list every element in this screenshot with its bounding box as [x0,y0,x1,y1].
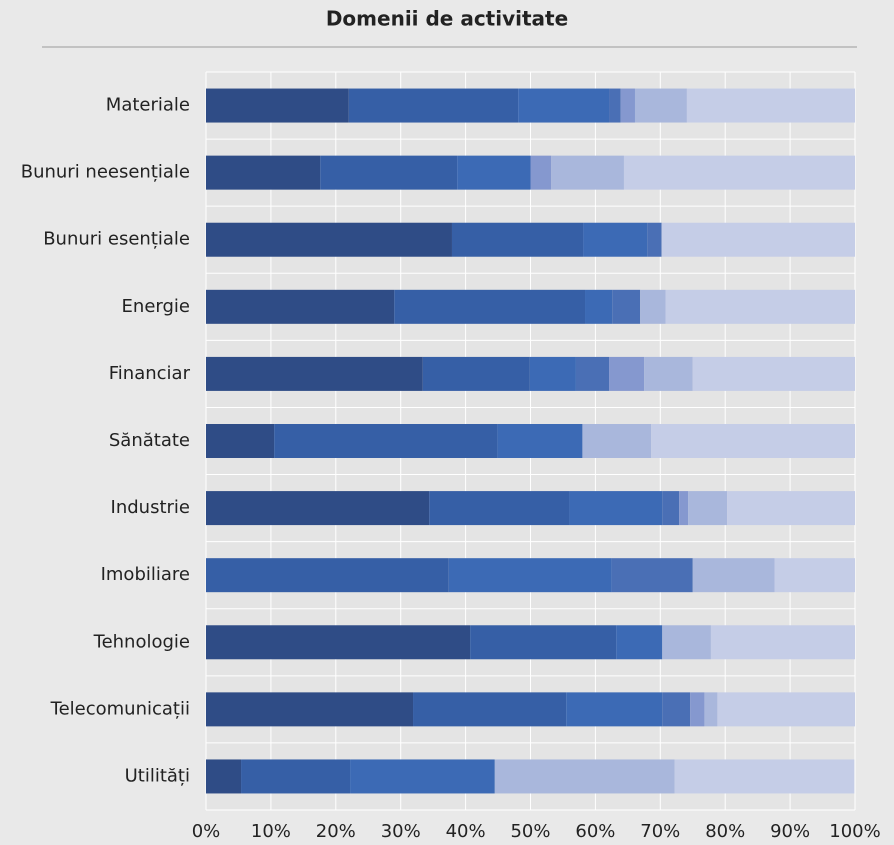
y-tick-label: Financiar [109,363,191,384]
bar-segment [662,692,691,727]
bar-segment [612,289,641,324]
y-tick-label: Bunuri esențiale [43,229,190,250]
bar-segment [451,222,584,257]
y-tick-label: Tehnologie [93,631,190,652]
x-tick-label: 10% [251,821,291,842]
bar-segment [241,759,351,794]
bar-segment [662,625,711,660]
x-tick-label: 100% [829,821,880,842]
chart-title: Domenii de activitate [326,7,568,31]
bar-segment [206,289,395,324]
bar-segment [394,289,586,324]
bar-segment [616,625,663,660]
bar-segment [320,155,458,190]
x-tick-label: 50% [510,821,550,842]
bar-segment [274,424,498,458]
bar-segment [582,424,652,458]
bar-segment [692,356,855,391]
bar-segment [640,289,666,324]
bar-segment [662,491,680,526]
bar-segment [623,155,855,190]
bar-segment [206,625,471,660]
bar-segment [661,222,855,257]
bar-segment [569,491,663,526]
bar-segment [674,759,855,794]
bar-segment [206,424,275,458]
x-tick-label: 30% [381,821,421,842]
bar-segment [206,88,349,123]
bar-segment [585,289,613,324]
bar-segment [551,155,624,190]
bar-segment [457,155,531,190]
bar-segment [206,558,449,593]
y-tick-label: Industrie [111,497,190,518]
bar-segment [704,692,718,727]
bar-segment [494,759,675,794]
x-tick-label: 0% [192,821,221,842]
bar-segment [575,356,610,391]
bar-segment [665,289,855,324]
bar-segment [647,222,662,257]
bar-segment [686,88,855,123]
bar-segment [583,222,648,257]
y-tick-label: Bunuri neesențiale [21,162,190,183]
y-tick-label: Imobiliare [101,564,190,585]
bar-segment [206,356,423,391]
bar-segment [530,155,552,190]
y-tick-label: Sănătate [109,430,190,451]
bar-segment [727,491,855,526]
bar-segment [644,356,693,391]
bar-segment [611,558,693,593]
x-tick-label: 90% [770,821,810,842]
bar-segment [690,692,705,727]
y-tick-label: Energie [122,296,190,317]
bar-segment [651,424,855,458]
bar-segment [710,625,855,660]
y-tick-label: Materiale [106,95,190,116]
bar-segment [717,692,855,727]
bar-segment [609,88,621,123]
bar-segment [206,759,242,794]
x-tick-label: 20% [316,821,356,842]
bar-segment [518,88,610,123]
bar-segment [429,491,570,526]
bar-segment [609,356,645,391]
bar-segment [206,155,321,190]
bar-segment [448,558,612,593]
bar-segment [413,692,567,727]
bar-segment [620,88,635,123]
bar-segment [688,491,728,526]
bar-segment [774,558,855,593]
bar-segment [348,88,519,123]
bar-segment [422,356,530,391]
bar-segment [206,692,414,727]
x-tick-label: 80% [705,821,745,842]
bar-segment [470,625,617,660]
x-tick-label: 70% [640,821,680,842]
bar-segment [206,222,452,257]
y-tick-label: Telecomunicații [50,698,190,719]
bar-segment [497,424,583,458]
bar-segment [634,88,687,123]
bar-segment [206,491,430,526]
bar-segment [679,491,689,526]
y-tick-label: Utilități [125,765,190,786]
x-tick-label: 60% [575,821,615,842]
x-tick-label: 40% [446,821,486,842]
bar-segment [529,356,576,391]
bar-segment [350,759,495,794]
bar-segment [566,692,663,727]
bar-segment [692,558,775,593]
